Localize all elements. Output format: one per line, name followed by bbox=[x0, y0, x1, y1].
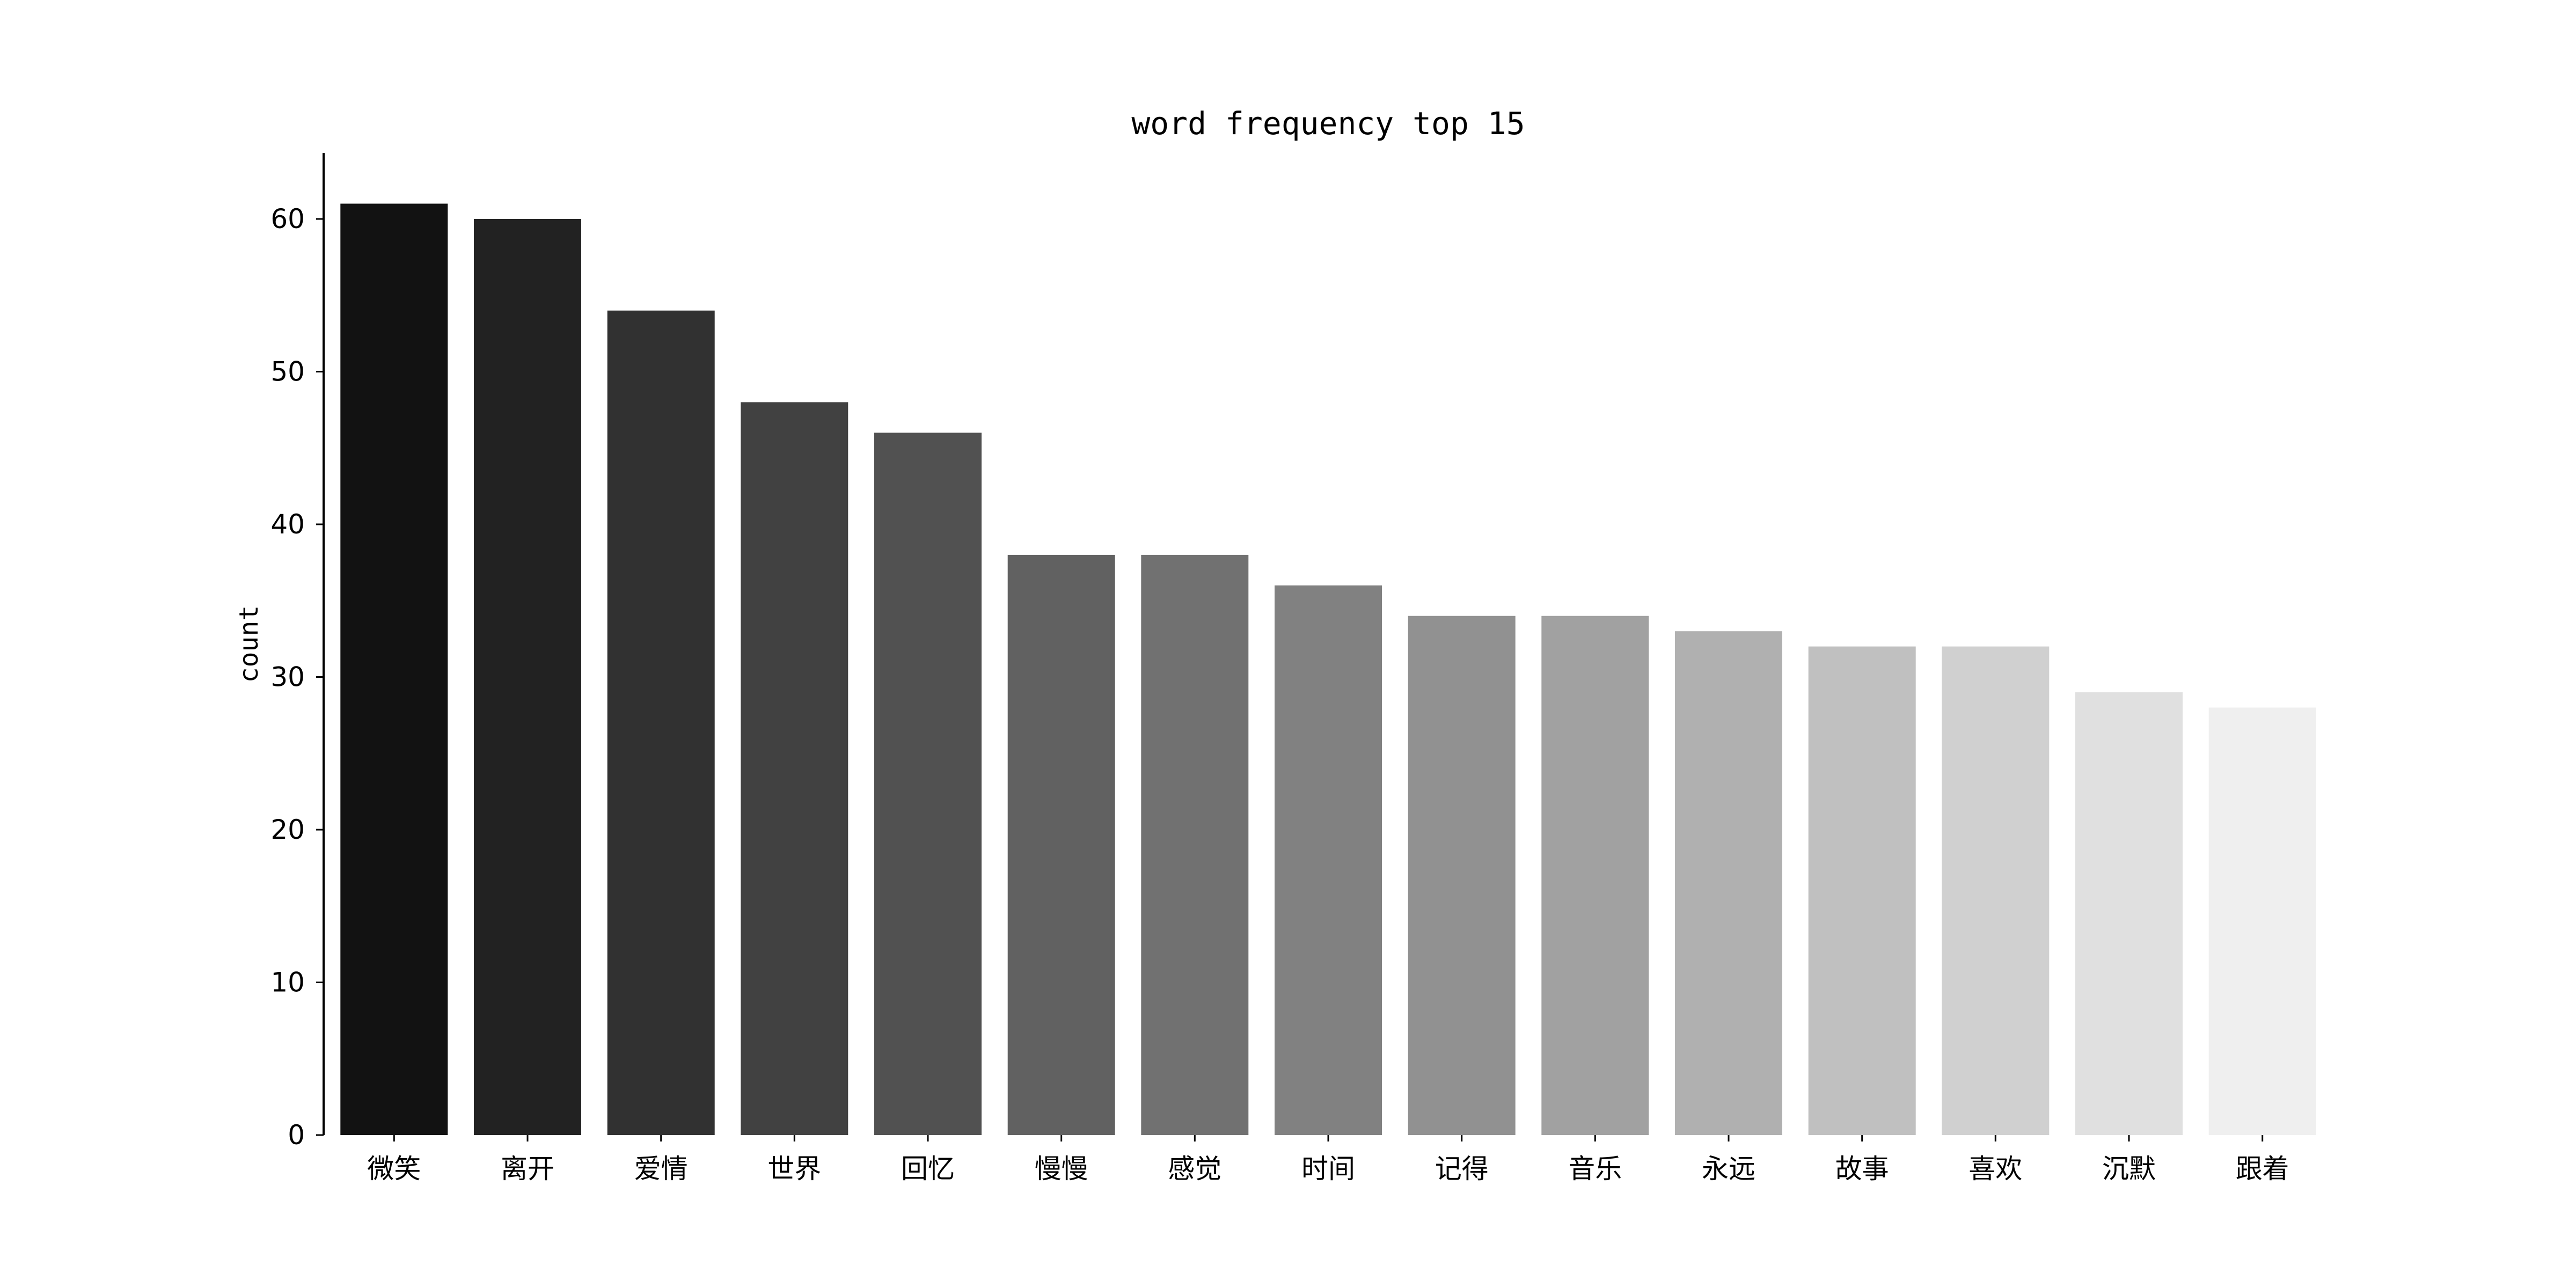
bar-3 bbox=[607, 310, 715, 1136]
x-axis-ticks: 微笑 离开 爱情 世界 回忆 慢慢 感觉 时间 记得 音乐 永远 故事 喜欢 沉默 跟着 bbox=[367, 1135, 2289, 1184]
x-tick-label: 喜欢 bbox=[1968, 1153, 2022, 1184]
y-axis-label: count bbox=[234, 605, 264, 683]
bar-6 bbox=[1007, 554, 1115, 1135]
y-tick-label: 30 bbox=[270, 662, 305, 693]
chart-title: word frequency top 15 bbox=[1131, 105, 1525, 142]
x-tick-label: 时间 bbox=[1301, 1153, 1355, 1184]
y-tick-label: 0 bbox=[288, 1119, 305, 1151]
x-tick-label: 世界 bbox=[767, 1153, 821, 1184]
bar-9 bbox=[1408, 616, 1516, 1135]
x-tick-label: 沉默 bbox=[2102, 1153, 2156, 1184]
bar-1 bbox=[340, 203, 448, 1135]
x-tick-label: 回忆 bbox=[901, 1153, 955, 1184]
x-tick-label: 记得 bbox=[1435, 1153, 1489, 1184]
bar-8 bbox=[1275, 585, 1382, 1135]
x-tick-label: 永远 bbox=[1702, 1153, 1755, 1184]
bar-15 bbox=[2208, 707, 2316, 1135]
x-tick-label: 故事 bbox=[1835, 1153, 1889, 1184]
bar-12 bbox=[1808, 646, 1916, 1135]
x-tick-label: 离开 bbox=[501, 1153, 554, 1184]
bar-7 bbox=[1141, 554, 1249, 1135]
y-tick-label: 10 bbox=[270, 967, 305, 998]
y-tick-label: 50 bbox=[270, 356, 305, 387]
y-tick-label: 20 bbox=[270, 814, 305, 845]
bars-group bbox=[340, 203, 2316, 1136]
x-tick-label: 爱情 bbox=[634, 1153, 688, 1184]
x-tick-label: 感觉 bbox=[1168, 1153, 1221, 1184]
y-tick-label: 60 bbox=[270, 203, 305, 235]
y-axis-ticks: 0 10 20 30 40 50 60 bbox=[270, 203, 324, 1151]
x-tick-label: 微笑 bbox=[367, 1153, 421, 1184]
y-tick-label: 40 bbox=[270, 509, 305, 540]
x-tick-label: 音乐 bbox=[1568, 1153, 1622, 1184]
bar-4 bbox=[741, 402, 848, 1135]
bar-13 bbox=[1942, 646, 2050, 1135]
bar-14 bbox=[2075, 692, 2183, 1135]
x-tick-label: 跟着 bbox=[2236, 1153, 2289, 1184]
x-tick-label: 慢慢 bbox=[1035, 1153, 1088, 1184]
bar-5 bbox=[874, 433, 982, 1135]
bar-11 bbox=[1675, 631, 1782, 1135]
bar-2 bbox=[474, 219, 581, 1135]
bar-10 bbox=[1541, 616, 1649, 1135]
